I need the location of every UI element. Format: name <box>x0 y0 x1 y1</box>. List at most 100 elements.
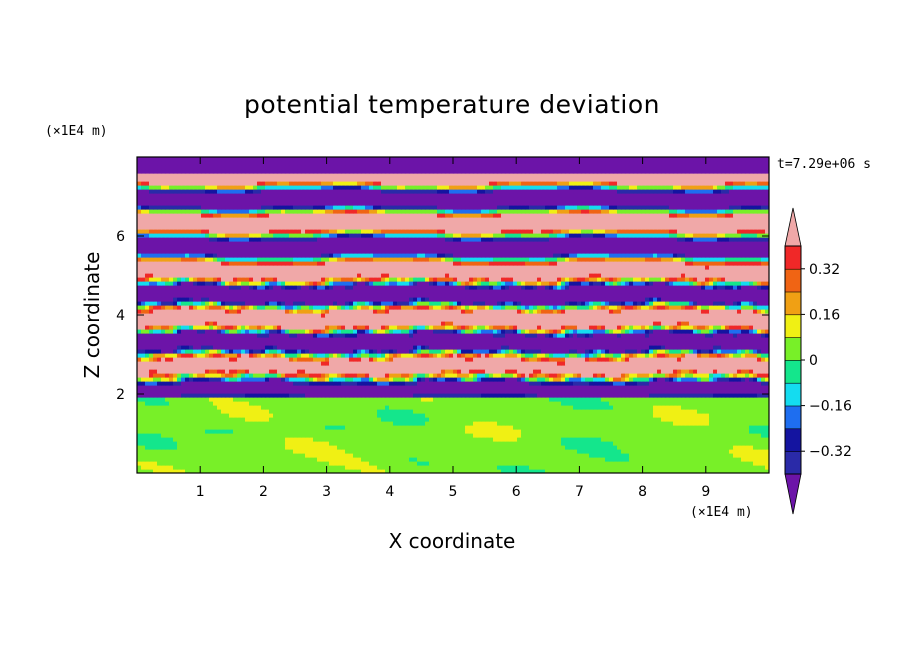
heatmap-cell <box>145 437 150 442</box>
heatmap-cell <box>437 413 442 418</box>
heatmap-cell <box>253 361 258 366</box>
heatmap-cell <box>625 397 630 402</box>
heatmap-cell <box>657 381 662 386</box>
heatmap-cell <box>201 369 206 374</box>
heatmap-cell <box>625 465 630 470</box>
heatmap-cell <box>293 457 298 462</box>
heatmap-cell <box>505 381 510 386</box>
heatmap-cell <box>281 421 286 426</box>
heatmap-cell <box>365 389 370 394</box>
heatmap-cell <box>161 457 166 462</box>
heatmap-cell <box>533 469 538 473</box>
heatmap-cell <box>333 365 338 370</box>
heatmap-cell <box>429 445 434 450</box>
heatmap-cell <box>177 353 182 358</box>
heatmap-cell <box>197 389 202 394</box>
heatmap-cell <box>757 349 762 354</box>
heatmap-cell <box>321 457 326 462</box>
heatmap-cell <box>217 413 222 418</box>
heatmap-cell <box>145 469 150 473</box>
heatmap-cell <box>521 437 526 442</box>
heatmap-cell <box>293 465 298 470</box>
heatmap-cell <box>685 357 690 362</box>
heatmap-cell <box>397 465 402 470</box>
heatmap-cell <box>637 417 642 422</box>
heatmap-cell <box>561 417 566 422</box>
heatmap-cell <box>349 369 354 374</box>
heatmap-cell <box>441 381 446 386</box>
heatmap-cell <box>589 393 594 398</box>
heatmap-cell <box>213 361 218 366</box>
heatmap-cell <box>389 461 394 466</box>
heatmap-cell <box>165 445 170 450</box>
heatmap-cell <box>573 421 578 426</box>
heatmap-cell <box>253 349 258 354</box>
heatmap-cell <box>345 365 350 370</box>
heatmap-cell <box>661 453 666 458</box>
heatmap-cell <box>733 445 738 450</box>
heatmap-cell <box>493 365 498 370</box>
heatmap-cell <box>313 409 318 414</box>
heatmap-cell <box>309 357 314 362</box>
heatmap-cell <box>621 445 626 450</box>
heatmap-cell <box>401 405 406 410</box>
heatmap-cell <box>501 385 506 390</box>
heatmap-cell <box>369 393 374 398</box>
heatmap-cell <box>201 461 206 466</box>
heatmap-cell <box>485 369 490 374</box>
heatmap-cell <box>453 373 458 378</box>
heatmap-cell <box>185 429 190 434</box>
heatmap-cell <box>233 417 238 422</box>
heatmap-cell <box>253 465 258 470</box>
heatmap-cell <box>293 353 298 358</box>
heatmap-cell <box>533 429 538 434</box>
heatmap-cell <box>165 461 170 466</box>
heatmap-cell <box>449 457 454 462</box>
heatmap-cell <box>569 353 574 358</box>
heatmap-cell <box>653 361 658 366</box>
heatmap-cell <box>261 381 266 386</box>
heatmap-cell <box>761 369 766 374</box>
heatmap-cell <box>637 361 642 366</box>
heatmap-cell <box>429 405 434 410</box>
heatmap-cell <box>337 377 342 382</box>
heatmap-cell <box>593 469 598 473</box>
heatmap-cell <box>141 397 146 402</box>
heatmap-cell <box>237 417 242 422</box>
heatmap-cell <box>385 353 390 358</box>
heatmap-cell <box>465 449 470 454</box>
heatmap-cell <box>753 365 758 370</box>
heatmap-cell <box>301 405 306 410</box>
heatmap-cell <box>205 409 210 414</box>
heatmap-cell <box>585 445 590 450</box>
heatmap-cell <box>421 457 426 462</box>
heatmap-cell <box>437 377 442 382</box>
heatmap-cell <box>225 401 230 406</box>
heatmap-cell <box>713 453 718 458</box>
heatmap-cell <box>737 369 742 374</box>
heatmap-cell <box>509 349 514 354</box>
heatmap-cell <box>577 361 582 366</box>
heatmap-cell <box>217 409 222 414</box>
heatmap-cell <box>757 405 762 410</box>
heatmap-cell <box>441 405 446 410</box>
heatmap-cell <box>293 373 298 378</box>
heatmap-cell <box>693 377 698 382</box>
heatmap-cell <box>461 345 466 350</box>
heatmap-cell <box>189 469 194 473</box>
heatmap-cell <box>365 353 370 358</box>
heatmap-cell <box>509 469 514 473</box>
heatmap-cell <box>269 393 274 398</box>
heatmap-cell <box>669 417 674 422</box>
heatmap-cell <box>605 437 610 442</box>
heatmap-cell <box>593 449 598 454</box>
heatmap-cell <box>177 349 182 354</box>
heatmap-cell <box>165 449 170 454</box>
heatmap-cell <box>181 413 186 418</box>
heatmap-cell <box>289 445 294 450</box>
heatmap-cell <box>397 449 402 454</box>
heatmap-cell <box>361 429 366 434</box>
heatmap-cell <box>557 357 562 362</box>
heatmap-cell <box>345 417 350 422</box>
heatmap-cell <box>501 349 506 354</box>
